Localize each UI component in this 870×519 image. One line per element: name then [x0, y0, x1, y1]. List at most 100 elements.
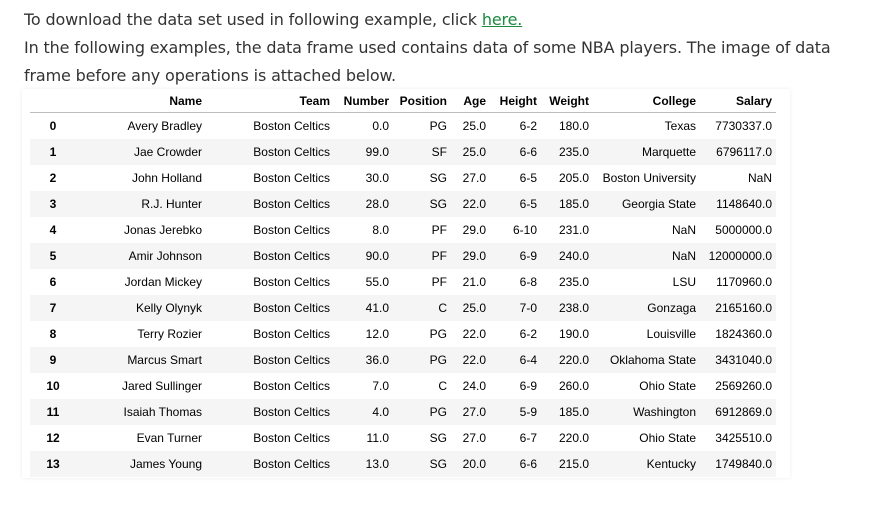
table-row: 6 Jordan Mickey Boston Celtics 55.0 PF 21.0 6-…: [30, 269, 776, 295]
table-cell: 22.0: [462, 353, 486, 367]
table-cell: PF: [431, 275, 447, 289]
column-header: Team: [206, 89, 334, 113]
table-row: 1 Jae Crowder Boston Celtics 99.0 SF 25.0 6-6 2…: [30, 139, 776, 165]
table-cell: 235.0: [558, 275, 589, 289]
row-index: 3: [49, 197, 57, 211]
table-cell: C: [438, 379, 447, 393]
table-row: 9 Marcus Smart Boston Celtics 36.0 PG 22.0 6-4…: [30, 347, 776, 373]
table-cell: 5-9: [519, 405, 537, 419]
table-cell: 4.0: [372, 405, 389, 419]
table-cell: 25.0: [462, 301, 486, 315]
table-cell: Boston Celtics: [253, 249, 330, 263]
table-cell: SG: [429, 431, 447, 445]
table-cell: 29.0: [462, 249, 486, 263]
row-index: 8: [49, 327, 57, 341]
download-link[interactable]: here.: [481, 10, 523, 29]
table-cell: Terry Rozier: [137, 327, 202, 341]
column-header: Number: [334, 89, 393, 113]
table-cell: Boston Celtics: [253, 431, 330, 445]
table-cell: James Young: [129, 457, 202, 471]
table-row: 7 Kelly Olynyk Boston Celtics 41.0 C 25.0 7-0 2…: [30, 295, 776, 321]
table-cell: 235.0: [558, 145, 589, 159]
table-cell: 1170960.0: [716, 275, 772, 289]
table-cell: Isaiah Thomas: [123, 405, 203, 419]
table-cell: 12000000.0: [708, 249, 772, 263]
table-cell: 22.0: [462, 327, 486, 341]
table-cell: 20.0: [462, 457, 486, 471]
table-cell: 6-2: [519, 119, 537, 133]
table-cell: 6-5: [519, 171, 537, 185]
table-cell: 6-7: [519, 431, 537, 445]
table-cell: 180.0: [558, 119, 589, 133]
table-cell: 6-6: [519, 457, 537, 471]
table-cell: Jae Crowder: [133, 145, 202, 159]
table-cell: Jordan Mickey: [124, 275, 202, 289]
table-cell: 1824360.0: [715, 327, 772, 341]
table-cell: 3425510.0: [715, 431, 772, 445]
table-cell: NaN: [671, 249, 696, 263]
table-row: 11 Isaiah Thomas Boston Celtics 4.0 PG 27.0 5-…: [30, 399, 776, 425]
table-cell: 55.0: [365, 275, 389, 289]
table-cell: Boston Celtics: [253, 405, 330, 419]
table-cell: SG: [429, 197, 447, 211]
row-index: 10: [46, 379, 60, 393]
table-row: 10 Jared Sullinger Boston Celtics 7.0 C 24.0 6…: [30, 373, 776, 399]
table-cell: PG: [429, 327, 447, 341]
row-index: 6: [49, 275, 57, 289]
table-cell: 36.0: [365, 353, 389, 367]
table-cell: 6-2: [519, 327, 537, 341]
table-cell: 13.0: [365, 457, 389, 471]
row-index: 9: [49, 353, 57, 367]
table-cell: 29.0: [462, 223, 486, 237]
table-cell: 6912869.0: [715, 405, 772, 419]
column-header: Height: [490, 89, 541, 113]
table-cell: 2569260.0: [715, 379, 772, 393]
column-header: Age: [451, 89, 490, 113]
table-cell: 215.0: [558, 457, 589, 471]
table-cell: Marcus Smart: [127, 353, 202, 367]
table-cell: Oklahoma State: [609, 353, 696, 367]
row-index: 11: [46, 405, 60, 419]
table-cell: Ohio State: [639, 431, 696, 445]
table-cell: John Holland: [131, 171, 202, 185]
column-header: Name: [76, 89, 206, 113]
table-cell: Boston Celtics: [253, 379, 330, 393]
dataframe-image: Name Team Number Position Age Height Weight Col…: [22, 89, 790, 478]
table-cell: 260.0: [558, 379, 589, 393]
table-cell: 24.0: [462, 379, 486, 393]
table-cell: 28.0: [365, 197, 389, 211]
table-cell: Washington: [633, 405, 696, 419]
table-cell: Amir Johnson: [128, 249, 202, 263]
table-cell: 190.0: [558, 327, 589, 341]
table-cell: 12.0: [365, 327, 389, 341]
column-header: [30, 89, 76, 113]
table-cell: Boston Celtics: [253, 223, 330, 237]
table-cell: Kentucky: [646, 457, 696, 471]
table-cell: 185.0: [558, 405, 589, 419]
table-row: 12 Evan Turner Boston Celtics 11.0 SG 27.0 6-7…: [30, 425, 776, 451]
column-header: College: [593, 89, 700, 113]
table-cell: 6-9: [519, 249, 537, 263]
table-row: 2 John Holland Boston Celtics 30.0 SG 27.0 6-5…: [30, 165, 776, 191]
table-cell: 0.0: [372, 119, 389, 133]
table-cell: 7730337.0: [715, 119, 772, 133]
table-cell: Boston University: [602, 171, 696, 185]
table-header-row: Name Team Number Position Age Height Weight Col…: [30, 89, 776, 113]
column-header: Salary: [700, 89, 776, 113]
table-cell: Jonas Jerebko: [123, 223, 202, 237]
table-cell: Ohio State: [639, 379, 696, 393]
table-cell: 1148640.0: [716, 197, 772, 211]
table-cell: 27.0: [462, 431, 486, 445]
table-row: 13 James Young Boston Celtics 13.0 SG 20.0 6-6…: [30, 451, 776, 477]
table-cell: PG: [429, 119, 447, 133]
row-index: 12: [46, 431, 60, 445]
table-cell: 6-6: [519, 145, 537, 159]
table-cell: 41.0: [365, 301, 389, 315]
table-cell: Texas: [664, 119, 696, 133]
table-cell: Boston Celtics: [253, 171, 330, 185]
table-cell: SG: [429, 457, 447, 471]
table-cell: Avery Bradley: [127, 119, 202, 133]
row-index: 2: [49, 171, 57, 185]
table-cell: Boston Celtics: [253, 197, 330, 211]
row-index: 7: [49, 301, 57, 315]
